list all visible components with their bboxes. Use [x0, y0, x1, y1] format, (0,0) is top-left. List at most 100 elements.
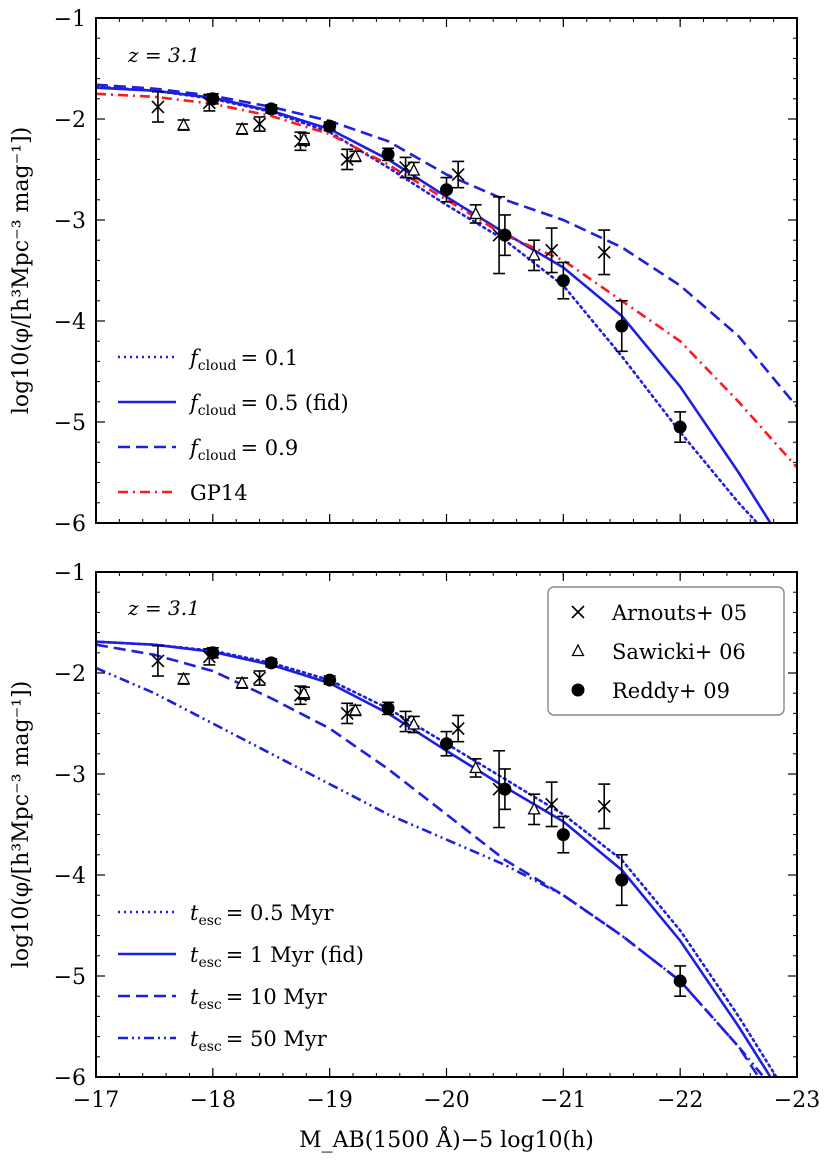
arnouts-point [340, 706, 354, 720]
series-line-2 [96, 643, 761, 1077]
reddy-point [381, 147, 395, 161]
sawicki-point [407, 163, 421, 176]
redshift-annotation: z = 3.1 [127, 596, 200, 620]
legend-value: = 0.1 [241, 346, 299, 370]
y-tick-label: −4 [54, 310, 86, 335]
sawicki-point [527, 247, 541, 261]
obs-legend-label: Reddy+ 09 [612, 679, 730, 703]
observations [151, 644, 687, 998]
x-tick-label: −22 [657, 1088, 703, 1113]
reddy-point [264, 102, 278, 116]
legend-label-1: tesc = 1 Myr (fid) [190, 943, 364, 971]
legend-value: = 1 Myr (fid) [226, 943, 364, 967]
observations-legend: Arnouts+ 05 Sawicki+ 06 Reddy+ 09 [547, 586, 785, 716]
sawicki-point [297, 131, 311, 145]
arnouts-point [597, 245, 611, 259]
legend-var: t [190, 901, 199, 925]
y-tick-label: −2 [54, 662, 86, 687]
legend-sub: esc [198, 913, 221, 929]
plot-frame [95, 17, 798, 524]
reddy-point [498, 782, 512, 796]
arnouts-point [597, 799, 611, 813]
legend-label-3: tesc = 50 Myr [190, 1027, 328, 1055]
legend-var: t [190, 985, 199, 1009]
reddy-point [206, 92, 220, 106]
legend-value: = 0.5 Myr [226, 901, 335, 925]
x-tick-label: −21 [540, 1088, 586, 1113]
legend-box [547, 586, 785, 716]
arnouts-point [253, 117, 267, 131]
legend-sub: esc [198, 997, 221, 1013]
legend-label-3: GP14 [190, 481, 248, 505]
legend-sub: esc [198, 955, 221, 971]
reddy-point [323, 119, 337, 133]
legend-var: f [188, 346, 201, 370]
y-tick-label: −6 [54, 512, 86, 537]
x-tick-label: −18 [190, 1088, 236, 1113]
plot-frame [95, 571, 798, 1078]
legend-sub: cloud [198, 403, 237, 419]
legend-triangle-marker [571, 643, 585, 657]
y-tick-label: −6 [54, 1066, 86, 1091]
reddy-point [673, 420, 687, 434]
legend-var: f [188, 391, 201, 415]
x-tick-label: −23 [774, 1088, 820, 1113]
y-tick-label: −4 [54, 864, 86, 889]
legend-value: = 50 Myr [226, 1027, 328, 1051]
reddy-point [440, 183, 453, 197]
legend-label-0: fcloud = 0.1 [188, 346, 298, 374]
reddy-point [323, 673, 337, 687]
legend-var: f [188, 436, 201, 460]
y-tick-label: −1 [54, 7, 86, 32]
reddy-point [264, 656, 278, 670]
reddy-point [498, 228, 512, 242]
redshift-annotation: z = 3.1 [127, 43, 200, 67]
legend-label-2: fcloud = 0.9 [188, 436, 298, 464]
legend-var: t [190, 1027, 199, 1051]
legend-value: = 0.9 [241, 436, 299, 460]
reddy-point [556, 828, 570, 842]
legend-var: t [190, 943, 199, 967]
y-tick-label: −5 [54, 411, 86, 436]
arnouts-point [340, 152, 354, 166]
y-tick-label: −1 [54, 561, 86, 586]
series-line-3 [96, 666, 766, 1077]
legend-label-2: tesc = 10 Myr [190, 985, 328, 1013]
reddy-point [206, 646, 220, 660]
reddy-point [615, 873, 629, 887]
reddy-point [381, 701, 395, 715]
legend-sub: cloud [198, 358, 237, 374]
x-tick-label: −20 [423, 1088, 469, 1113]
x-tick-label: −17 [73, 1088, 119, 1113]
y-tick-label: −2 [54, 108, 86, 133]
arnouts-point [253, 671, 267, 685]
reddy-point [615, 319, 629, 333]
sawicki-point [177, 117, 191, 131]
y-tick-label: −3 [54, 209, 86, 234]
legend-label-0: tesc = 0.5 Myr [190, 901, 334, 929]
legend-circle-marker [571, 683, 585, 697]
top-panel: −6 −5 −4 −3 −2 −1 log10(φ/[h³Mpc⁻³ mag⁻¹]) z = … [9, 7, 798, 537]
arnouts-point [451, 167, 465, 182]
sawicki-point [348, 148, 362, 162]
legend-value: = 10 Myr [226, 985, 328, 1009]
legend-sub: esc [198, 1039, 221, 1055]
legend-sub: cloud [198, 448, 237, 464]
obs-legend-label: Sawicki+ 06 [612, 640, 746, 664]
legend-value: = 0.5 (fid) [241, 391, 349, 415]
bottom-panel: −17 −18 −19 −20 −21 −22 −23 −6 −5 −4 −3 −2 −1 log10(φ… [9, 561, 820, 1153]
y-tick-label: −3 [54, 763, 86, 788]
sawicki-point [348, 702, 362, 716]
legend-label-1: fcloud = 0.5 (fid) [188, 391, 349, 419]
sawicki-point [469, 206, 483, 220]
sawicki-point [177, 671, 191, 685]
sawicki-point [527, 801, 541, 815]
sawicki-point [235, 675, 249, 689]
series-line-0 [96, 85, 760, 523]
arnouts-point [545, 797, 559, 811]
sawicki-point [297, 685, 311, 699]
arnouts-point [151, 654, 165, 668]
y-axis-label: log10(φ/[h³Mpc⁻³ mag⁻¹]) [9, 681, 34, 968]
sawicki-point [235, 121, 249, 135]
